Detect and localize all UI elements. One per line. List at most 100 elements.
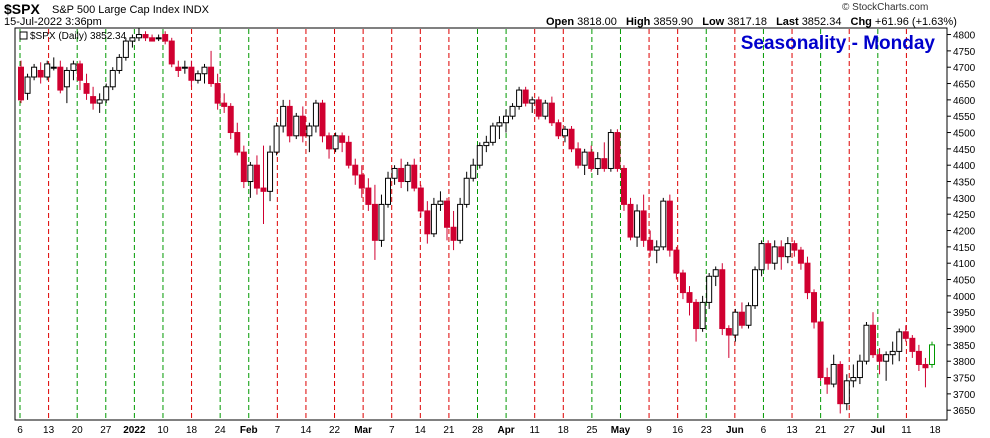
candle [83, 73, 90, 100]
candle [201, 63, 208, 84]
candle-body [607, 132, 614, 169]
candle-body [142, 34, 149, 39]
candle-body [470, 164, 477, 179]
candle [109, 67, 116, 91]
candle-body [784, 243, 791, 258]
candle-body [850, 377, 857, 382]
y-tick-label: 4050 [953, 276, 976, 287]
y-tick-label: 4600 [953, 96, 976, 107]
x-tick-label: 21 [815, 425, 827, 436]
y-tick-label: 4100 [953, 259, 976, 270]
candle-body [162, 34, 169, 42]
candle-body [502, 115, 509, 124]
y-tick-label: 3950 [953, 308, 976, 319]
candle [693, 299, 700, 342]
candle [529, 96, 536, 113]
candle-body [44, 63, 51, 78]
candle [149, 34, 156, 42]
candle-body [555, 122, 562, 137]
x-axis: 6 13 20 27 2022 10 18 24 Feb 7 14 22 Mar 7 14 21 28 Apr 11… [17, 425, 941, 436]
y-tick-label: 4750 [953, 47, 976, 58]
candle-body [601, 158, 608, 169]
candle [411, 158, 418, 192]
x-tick-label: Jul [871, 425, 886, 436]
y-axis: 3650 3700 3750 3800 3850 3900 3950 4000 4050 4100… [947, 31, 976, 417]
open-value: 3818.00 [577, 16, 617, 28]
x-tick-label: 18 [186, 425, 198, 436]
y-tick-label: 3700 [953, 390, 976, 401]
candle [811, 289, 818, 329]
candle-body [542, 102, 549, 117]
y-tick-label: 3800 [953, 357, 976, 368]
candle [214, 73, 221, 110]
x-tick-label: 27 [100, 425, 112, 436]
x-tick-label: May [611, 425, 631, 436]
candle [496, 116, 503, 140]
y-tick-label: 4250 [953, 210, 976, 221]
plot-frame [14, 27, 948, 421]
candle-body [496, 122, 503, 127]
index-name-label: S&P 500 Large Cap Index INDX [52, 4, 209, 16]
candle-body [358, 174, 365, 189]
candle-body [896, 331, 903, 352]
candle-body [843, 380, 850, 405]
x-tick-label: 6 [761, 425, 767, 436]
candle-body [83, 83, 90, 94]
candle [876, 348, 883, 375]
candle-body [771, 246, 778, 264]
candle [385, 171, 392, 208]
candle-body [168, 40, 175, 65]
candle [797, 246, 804, 270]
candle [247, 161, 254, 198]
candle-body [37, 69, 44, 78]
exchange-label: INDX [182, 4, 209, 16]
candle-body [516, 89, 523, 107]
candle-body [732, 311, 739, 336]
timestamp-label: 15-Jul-2022 3:36pm [4, 16, 102, 28]
y-tick-label: 4500 [953, 129, 976, 140]
candle-body [352, 164, 359, 176]
candle-body [686, 292, 693, 303]
candle-body [299, 115, 306, 137]
candle-body [745, 305, 752, 326]
candle [319, 99, 326, 143]
low-label: Low [702, 16, 725, 28]
candle [312, 99, 319, 133]
candle-body [234, 132, 241, 153]
candle [653, 240, 660, 264]
candle-body [96, 99, 103, 104]
index-name: S&P 500 Large Cap Index [52, 4, 180, 16]
candle [647, 230, 654, 257]
candle [18, 60, 24, 104]
candle-body [863, 324, 870, 362]
candle [463, 171, 470, 208]
candle-body [339, 135, 346, 143]
candle-body [673, 249, 680, 274]
candle-body [483, 141, 490, 147]
candle [345, 135, 352, 169]
monday-markers [19, 29, 907, 419]
candle-body [929, 344, 935, 365]
candle-body [634, 210, 641, 238]
legend-swatch [19, 31, 28, 40]
x-tick-label: 27 [844, 425, 856, 436]
candle [509, 103, 516, 120]
candle [870, 312, 877, 358]
candle-body [50, 66, 57, 69]
candle [535, 96, 542, 120]
candle [784, 237, 791, 264]
candle [221, 93, 228, 113]
candle [168, 37, 175, 68]
x-tick-label: 14 [300, 425, 312, 436]
candle [738, 302, 745, 329]
candle-body [240, 151, 247, 183]
candle-body [817, 321, 824, 379]
candle [352, 158, 359, 185]
candle [660, 197, 667, 251]
candle-body [267, 151, 274, 192]
candle [31, 63, 38, 81]
candle [542, 99, 549, 120]
candle-body [293, 115, 300, 137]
candle-body [332, 135, 339, 150]
